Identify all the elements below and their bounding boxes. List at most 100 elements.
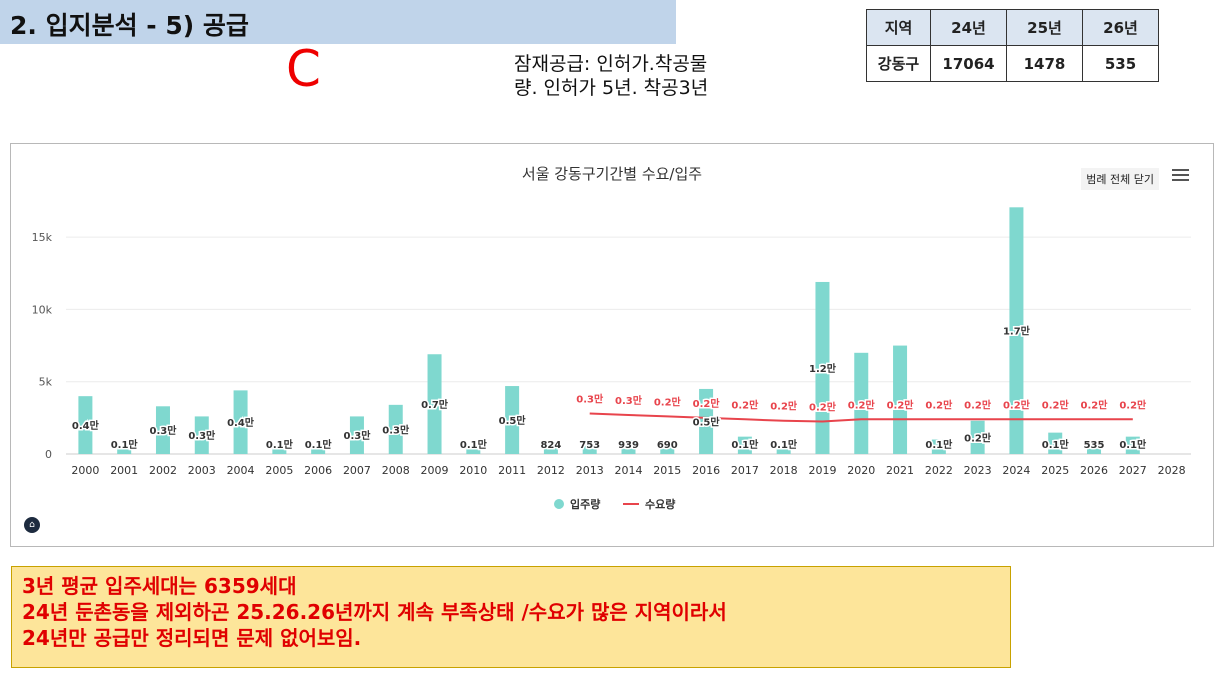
bar	[854, 352, 869, 454]
summary-line-1: 3년 평균 입주세대는 6359세대	[22, 574, 297, 598]
table-header-cell: 25년	[1006, 9, 1083, 46]
bar	[1125, 436, 1140, 454]
line-data-label: 0.2만	[770, 400, 798, 413]
x-tick-label: 2019	[808, 464, 836, 477]
x-tick-label: 2025	[1041, 464, 1069, 477]
x-tick-label: 2004	[227, 464, 255, 477]
y-tick-label: 15k	[32, 231, 53, 244]
bar	[931, 439, 946, 454]
bar-data-label: 0.1만	[305, 438, 333, 451]
bar-data-label: 1.2만	[809, 362, 837, 375]
line-data-label: 0.2만	[1042, 398, 1070, 411]
bar	[117, 446, 132, 454]
bar	[1048, 432, 1063, 454]
bar-data-label: 0.2만	[964, 431, 992, 444]
bar	[466, 446, 481, 454]
x-tick-label: 2012	[537, 464, 565, 477]
legend-close-button[interactable]: 범례 전체 닫기	[1081, 168, 1159, 190]
x-tick-label: 2020	[847, 464, 875, 477]
bar	[388, 404, 403, 454]
bar-data-label: 0.1만	[731, 438, 759, 451]
bar-data-label: 824	[540, 440, 561, 451]
table-header-row: 지역 24년 25년 26년	[866, 9, 1159, 46]
line-data-label: 0.2만	[848, 398, 876, 411]
hamburger-menu-icon[interactable]	[1172, 169, 1189, 182]
table-cell: 535	[1082, 45, 1159, 82]
bar-data-label: 690	[657, 440, 678, 451]
summary-line-3: 24년만 공급만 정리되면 문제 없어보임.	[22, 626, 362, 650]
x-tick-label: 2010	[459, 464, 487, 477]
legend-bar-marker	[554, 499, 564, 509]
bar	[272, 446, 287, 454]
bar	[621, 440, 636, 454]
line-data-label: 0.2만	[925, 398, 953, 411]
title-bar: 2. 입지분석 - 5) 공급	[0, 0, 676, 44]
x-tick-label: 2015	[653, 464, 681, 477]
summary-box: 3년 평균 입주세대는 6359세대 24년 둔촌동을 제외하곤 25.26.2…	[11, 566, 1011, 668]
bar	[1009, 207, 1024, 454]
bar	[970, 420, 985, 454]
bar-data-label: 0.5만	[693, 415, 721, 428]
bar	[543, 442, 558, 454]
bar	[311, 446, 326, 454]
line-data-label: 0.2만	[809, 400, 837, 413]
x-tick-label: 2002	[149, 464, 177, 477]
x-tick-label: 2013	[576, 464, 604, 477]
x-tick-label: 2008	[382, 464, 410, 477]
x-tick-label: 2022	[925, 464, 953, 477]
bar-data-label: 0.1만	[1042, 438, 1070, 451]
x-tick-label: 2001	[110, 464, 138, 477]
summary-line-2: 24년 둔촌동을 제외하곤 25.26.26년까지 계속 부족상태 /수요가 많…	[22, 600, 727, 624]
x-tick-label: 2007	[343, 464, 371, 477]
table-cell: 17064	[930, 45, 1007, 82]
bar-data-label: 939	[618, 440, 639, 451]
x-tick-label: 2009	[421, 464, 449, 477]
x-tick-label: 2021	[886, 464, 914, 477]
bar	[427, 354, 442, 454]
table-row: 강동구 17064 1478 535	[866, 45, 1159, 82]
table-header-cell: 26년	[1082, 9, 1159, 46]
bar-data-label: 0.5만	[499, 414, 527, 427]
bar-data-label: 0.4만	[72, 419, 100, 432]
line-data-label: 0.2만	[1003, 398, 1031, 411]
chart-panel: 서울 강동구기간별 수요/입주 0 5k 10k 15k 2000 2001 2002 2003…	[10, 143, 1214, 547]
bar-data-label: 0.3만	[343, 429, 371, 442]
line-data-label: 0.3만	[615, 394, 643, 407]
site-logo-icon: ⌂	[24, 517, 40, 533]
bar	[194, 416, 209, 454]
x-tick-label: 2016	[692, 464, 720, 477]
bar-data-label: 535	[1084, 440, 1105, 451]
x-tick-label: 2011	[498, 464, 526, 477]
bar-data-label: 753	[579, 440, 600, 451]
bar	[349, 416, 364, 454]
y-tick-label: 10k	[32, 303, 53, 316]
bar-data-label: 0.3만	[188, 429, 216, 442]
bar-data-label: 0.1만	[925, 438, 953, 451]
bar-data-label: 0.3만	[382, 423, 410, 436]
bar	[1087, 446, 1102, 454]
x-tick-label: 2017	[731, 464, 759, 477]
chart-title: 서울 강동구기간별 수요/입주	[522, 165, 702, 183]
bar	[505, 386, 520, 454]
note-line-2: 량. 인허가 5년. 착공3년	[514, 77, 709, 99]
bar-data-label: 0.7만	[421, 398, 449, 411]
bar-data-label: 0.1만	[460, 438, 488, 451]
line-data-label: 0.3만	[576, 393, 604, 406]
legend-bar-label: 입주량	[570, 498, 600, 511]
region-supply-table: 지역 24년 25년 26년 강동구 17064 1478 535	[866, 9, 1159, 82]
x-tick-label: 2014	[615, 464, 643, 477]
table-cell: 1478	[1006, 45, 1083, 82]
supply-demand-chart: 서울 강동구기간별 수요/입주 0 5k 10k 15k 2000 2001 2002 2003…	[32, 165, 1191, 511]
bar	[815, 281, 830, 454]
bar	[155, 406, 170, 454]
x-tick-label: 2005	[265, 464, 293, 477]
x-tick-label: 2028	[1158, 464, 1186, 477]
bar-data-label: 1.7만	[1003, 325, 1031, 338]
bar	[660, 444, 675, 454]
table-header-cell: 24년	[930, 9, 1007, 46]
table-header-cell: 지역	[866, 9, 931, 46]
x-tick-label: 2027	[1119, 464, 1147, 477]
line-data-label: 0.2만	[1119, 398, 1147, 411]
line-data-label: 0.2만	[887, 398, 915, 411]
bar	[582, 443, 597, 454]
